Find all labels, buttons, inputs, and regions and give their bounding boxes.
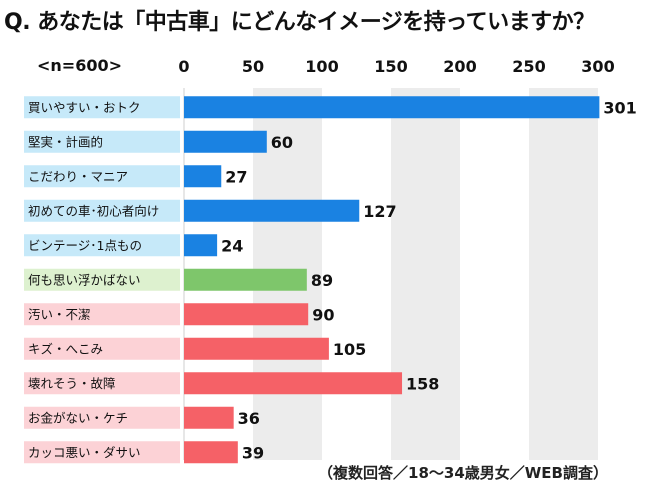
value-label: 27 bbox=[225, 167, 247, 186]
bar bbox=[184, 165, 222, 188]
value-label: 24 bbox=[221, 236, 243, 255]
bar bbox=[184, 337, 329, 360]
sample-size-label: <n=600> bbox=[37, 56, 123, 75]
value-label: 301 bbox=[603, 98, 636, 117]
x-axis-ticks: 0 50 100 150 200 250 300 bbox=[178, 57, 614, 76]
category-label-bg bbox=[24, 406, 180, 429]
bar bbox=[184, 234, 218, 257]
category-label: カッコ悪い・ダサい bbox=[28, 445, 141, 460]
category-label-bg bbox=[24, 441, 180, 464]
source-note: （複数回答／18～34歳男女／WEB調査） bbox=[318, 464, 608, 482]
bar bbox=[184, 372, 403, 395]
value-label: 89 bbox=[311, 271, 333, 290]
category-label-bg bbox=[24, 130, 180, 153]
bar bbox=[184, 406, 234, 429]
x-tick-label: 50 bbox=[242, 57, 264, 76]
bar bbox=[184, 199, 360, 222]
category-label: キズ・へこみ bbox=[28, 341, 103, 356]
bar bbox=[184, 130, 267, 153]
bars bbox=[184, 96, 600, 464]
category-label-bg bbox=[24, 268, 180, 291]
category-label: 買いやすい・おトク bbox=[28, 100, 141, 115]
category-label-bg bbox=[24, 165, 180, 188]
x-tick-label: 150 bbox=[374, 57, 407, 76]
value-label: 127 bbox=[363, 202, 396, 221]
category-label: こだわり・マニア bbox=[28, 169, 128, 184]
bar bbox=[184, 268, 307, 291]
x-tick-label: 300 bbox=[581, 57, 614, 76]
value-label: 39 bbox=[242, 443, 264, 462]
bar bbox=[184, 303, 309, 326]
grid-band bbox=[391, 88, 460, 460]
value-label: 105 bbox=[333, 340, 366, 359]
category-label: 何も思い浮かばない bbox=[28, 272, 141, 287]
bar bbox=[184, 441, 238, 464]
category-label: 初めての車･初心者向け bbox=[28, 203, 159, 218]
category-label-bg bbox=[24, 96, 180, 119]
category-label: 壊れそう・故障 bbox=[28, 376, 116, 391]
category-label-bg bbox=[24, 372, 180, 395]
value-label: 158 bbox=[406, 374, 439, 393]
category-label: 堅実・計画的 bbox=[28, 134, 103, 149]
x-tick-label: 200 bbox=[443, 57, 476, 76]
value-label: 90 bbox=[312, 305, 334, 324]
value-label: 36 bbox=[238, 409, 260, 428]
category-label: ビンテージ･1点もの bbox=[28, 238, 142, 253]
x-tick-label: 0 bbox=[178, 57, 189, 76]
grid-band bbox=[529, 88, 598, 460]
category-label-bg bbox=[24, 234, 180, 257]
category-labels: 買いやすい・おトク堅実・計画的こだわり・マニア初めての車･初心者向けビンテージ･… bbox=[24, 96, 180, 464]
category-label: 汚い・不潔 bbox=[28, 307, 91, 322]
category-label-bg bbox=[24, 337, 180, 360]
chart-title: Q. あなたは「中古車」にどんなイメージを持っていますか？ bbox=[4, 10, 595, 35]
category-label-bg bbox=[24, 199, 180, 222]
category-label-bg bbox=[24, 303, 180, 326]
value-label: 60 bbox=[271, 133, 293, 152]
x-tick-label: 100 bbox=[305, 57, 338, 76]
bar bbox=[184, 96, 600, 119]
x-tick-label: 250 bbox=[512, 57, 545, 76]
category-label: お金がない・ケチ bbox=[28, 410, 128, 425]
value-labels: 301 60 27 127 24 89 90 105 158 36 39 bbox=[221, 98, 637, 462]
